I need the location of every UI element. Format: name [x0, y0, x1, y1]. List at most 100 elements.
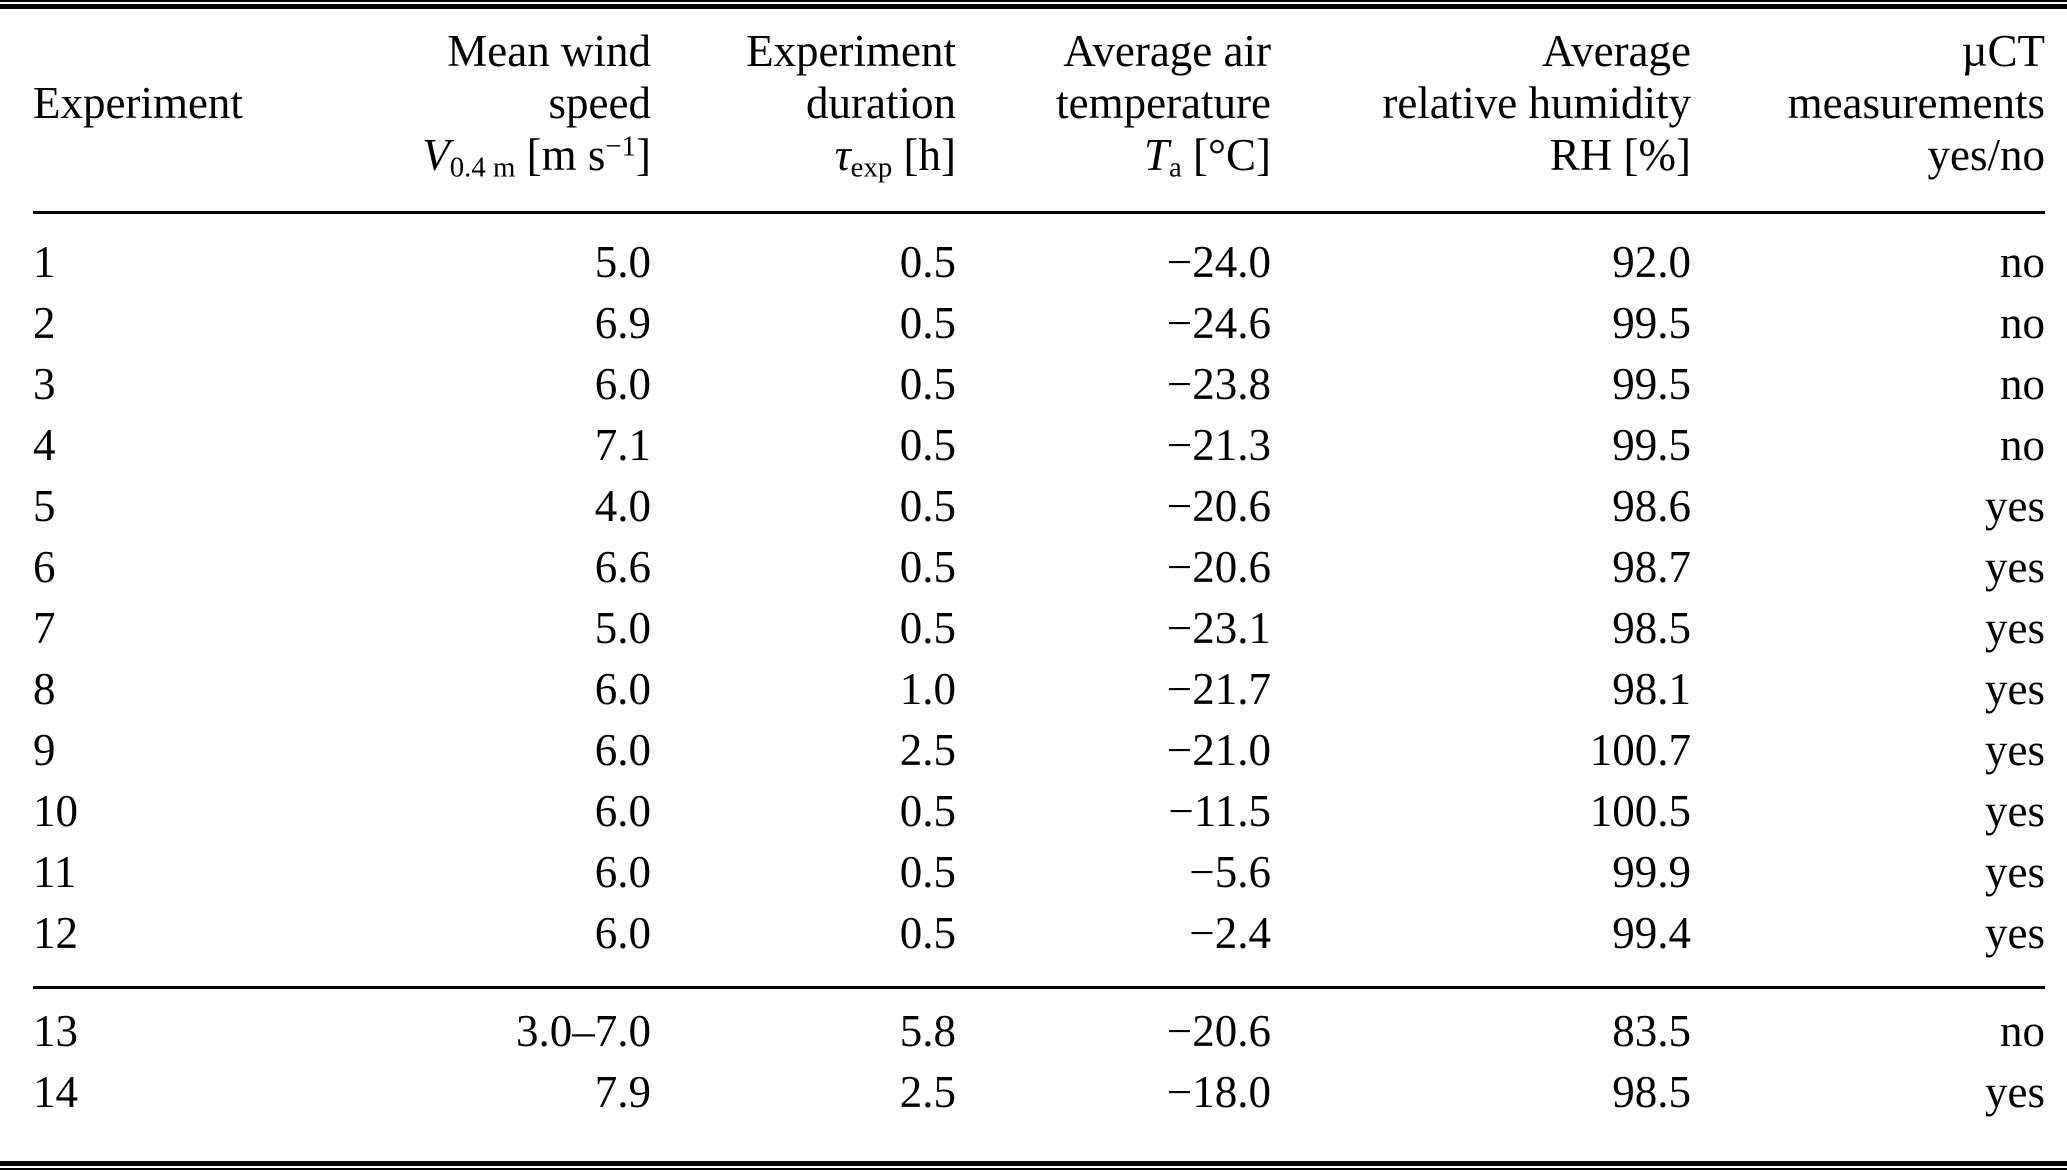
cell-experiment: 14 — [33, 1067, 78, 1117]
cell-uct: yes — [1985, 847, 2045, 897]
unit-bracket: [°C] — [1181, 130, 1271, 180]
cell-duration: 0.5 — [899, 298, 956, 348]
col-header-duration: Experiment duration τexp [h] — [651, 9, 956, 213]
cell-experiment: 9 — [33, 725, 56, 775]
cell-uct: yes — [1985, 481, 2045, 531]
cell-rel-humidity: 92.0 — [1612, 237, 1691, 287]
table-row: 8 6.0 1.0 −21.7 98.1 yes — [33, 663, 2045, 724]
cell-duration: 0.5 — [899, 481, 956, 531]
cell-experiment: 6 — [33, 542, 56, 592]
cell-duration: 0.5 — [899, 603, 956, 653]
cell-duration: 0.5 — [899, 908, 956, 958]
cell-air-temp: −21.7 — [1166, 664, 1271, 714]
header-line: Experiment — [33, 78, 243, 128]
header-line: speed — [548, 78, 651, 128]
col-header-air-temp: Average air temperature Ta [°C] — [956, 9, 1271, 213]
cell-rel-humidity: 98.6 — [1612, 481, 1691, 531]
header-line: measurements — [1787, 78, 2045, 128]
cell-rel-humidity: 98.5 — [1612, 1067, 1691, 1117]
cell-uct: yes — [1985, 664, 2045, 714]
header-line: Average — [1541, 26, 1691, 76]
cell-wind-speed: 5.0 — [594, 603, 651, 653]
cell-uct: yes — [1985, 786, 2045, 836]
unit-bracket: [m s — [515, 130, 606, 180]
table-row: 14 7.9 2.5 −18.0 98.5 yes — [33, 1066, 2045, 1139]
cell-duration: 0.5 — [899, 786, 956, 836]
table-row: 6 6.6 0.5 −20.6 98.7 yes — [33, 541, 2045, 602]
unit-superscript: −1 — [605, 130, 636, 163]
table-body-experiments-13-14: 13 3.0–7.0 5.8 −20.6 83.5 no 14 7.9 2.5 … — [33, 988, 2045, 1140]
cell-duration: 0.5 — [899, 542, 956, 592]
header-line: Experiment — [746, 26, 956, 76]
col-header-rel-humidity: Average relative humidity RH [%] — [1271, 9, 1691, 213]
table-row: 9 6.0 2.5 −21.0 100.7 yes — [33, 724, 2045, 785]
cell-air-temp: −23.1 — [1166, 603, 1271, 653]
table-row: 7 5.0 0.5 −23.1 98.5 yes — [33, 602, 2045, 663]
cell-air-temp: −20.6 — [1166, 1006, 1271, 1056]
cell-air-temp: −5.6 — [1189, 847, 1271, 897]
header-unit-line: RH [%] — [1271, 129, 1691, 181]
cell-air-temp: −2.4 — [1189, 908, 1271, 958]
header-line: µCT — [1961, 26, 2045, 76]
cell-air-temp: −23.8 — [1166, 359, 1271, 409]
cell-duration: 0.5 — [899, 420, 956, 470]
cell-experiment: 1 — [33, 237, 56, 287]
unit-plain: yes/no — [1927, 130, 2046, 180]
unit-symbol: V — [422, 130, 450, 180]
cell-rel-humidity: 98.7 — [1612, 542, 1691, 592]
header-unit-line: yes/no — [1691, 129, 2046, 181]
cell-uct: yes — [1985, 1067, 2045, 1117]
cell-duration: 5.8 — [899, 1006, 956, 1056]
cell-experiment: 2 — [33, 298, 56, 348]
cell-air-temp: −18.0 — [1166, 1067, 1271, 1117]
cell-duration: 2.5 — [899, 725, 956, 775]
unit-subscript: exp — [850, 151, 893, 184]
header-line: Mean wind — [447, 26, 651, 76]
cell-wind-speed: 3.0–7.0 — [516, 1006, 651, 1056]
table-row: 13 3.0–7.0 5.8 −20.6 83.5 no — [33, 988, 2045, 1067]
cell-uct: no — [2000, 420, 2045, 470]
header-line: temperature — [1056, 78, 1271, 128]
table-row: 2 6.9 0.5 −24.6 99.5 no — [33, 297, 2045, 358]
cell-air-temp: −20.6 — [1166, 481, 1271, 531]
cell-rel-humidity: 98.5 — [1612, 603, 1691, 653]
cell-air-temp: −11.5 — [1168, 786, 1271, 836]
unit-symbol: τ — [834, 130, 851, 180]
table-row: 4 7.1 0.5 −21.3 99.5 no — [33, 419, 2045, 480]
header-unit-line: V0.4 m [m s−1] — [333, 129, 651, 182]
cell-wind-speed: 6.0 — [594, 359, 651, 409]
table-row: 11 6.0 0.5 −5.6 99.9 yes — [33, 846, 2045, 907]
bottom-rule-thick — [0, 1161, 2067, 1166]
cell-air-temp: −20.6 — [1166, 542, 1271, 592]
cell-wind-speed: 6.0 — [594, 908, 651, 958]
cell-duration: 1.0 — [899, 664, 956, 714]
cell-wind-speed: 4.0 — [594, 481, 651, 531]
cell-wind-speed: 6.6 — [594, 542, 651, 592]
cell-air-temp: −21.0 — [1166, 725, 1271, 775]
cell-experiment: 11 — [33, 847, 77, 897]
header-unit-line: Ta [°C] — [956, 129, 1271, 182]
header-line — [33, 25, 333, 77]
col-header-experiment: Experiment — [33, 9, 333, 213]
unit-plain: RH [%] — [1549, 130, 1691, 180]
cell-air-temp: −21.3 — [1166, 420, 1271, 470]
cell-uct: yes — [1985, 542, 2045, 592]
cell-duration: 0.5 — [899, 847, 956, 897]
cell-uct: yes — [1985, 725, 2045, 775]
col-header-uct: µCT measurements yes/no — [1691, 9, 2045, 213]
cell-wind-speed: 6.0 — [594, 786, 651, 836]
cell-experiment: 7 — [33, 603, 56, 653]
cell-experiment: 8 — [33, 664, 56, 714]
unit-bracket: ] — [636, 130, 651, 180]
cell-experiment: 12 — [33, 908, 78, 958]
cell-rel-humidity: 83.5 — [1612, 1006, 1691, 1056]
cell-uct: no — [2000, 298, 2045, 348]
cell-wind-speed: 7.1 — [594, 420, 651, 470]
header-line: relative humidity — [1382, 78, 1691, 128]
cell-uct: no — [2000, 1006, 2045, 1056]
header-line: duration — [806, 78, 956, 128]
cell-experiment: 5 — [33, 481, 56, 531]
unit-bracket: [h] — [892, 130, 956, 180]
cell-duration: 2.5 — [899, 1067, 956, 1117]
table-row: 1 5.0 0.5 −24.0 92.0 no — [33, 213, 2045, 298]
